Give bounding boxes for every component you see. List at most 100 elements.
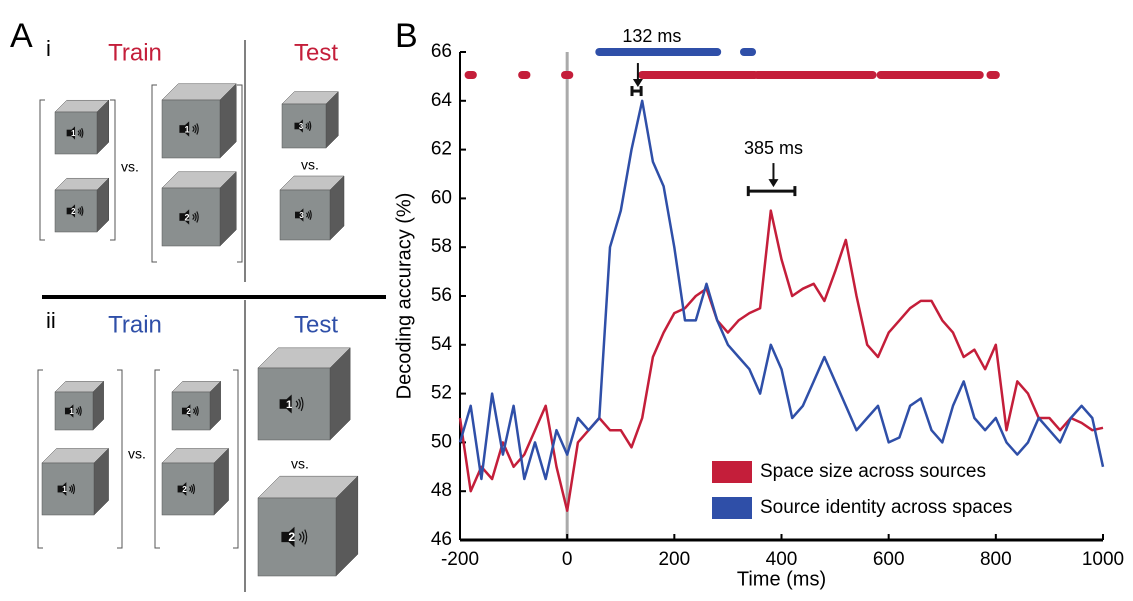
- speaker: [286, 394, 292, 414]
- y-tick-label: 48: [431, 480, 452, 501]
- sound-wave: [192, 214, 195, 220]
- arrow-head: [632, 79, 643, 88]
- cube: 2: [54, 177, 110, 233]
- bracket: [110, 99, 116, 241]
- test-label: Test: [294, 39, 338, 66]
- cube: 2: [161, 447, 230, 516]
- speaker: [181, 407, 188, 415]
- sound-wave: [295, 400, 299, 408]
- vs-label: vs.: [128, 446, 146, 462]
- x-tick-label: 800: [980, 549, 1012, 570]
- legend-label: Space size across sources: [760, 461, 986, 482]
- cube-front: [279, 189, 331, 241]
- legend-swatch: [712, 461, 752, 483]
- speaker: [299, 208, 304, 222]
- speaker-number: 1: [69, 407, 74, 416]
- speaker: [64, 407, 71, 415]
- train-label: Train: [108, 39, 162, 66]
- sound-wave: [70, 485, 74, 493]
- speaker-number: 1: [62, 485, 67, 494]
- x-tick-label: 600: [873, 549, 905, 570]
- speaker: [299, 119, 303, 133]
- sound-wave: [301, 531, 305, 543]
- cube-front: [257, 497, 337, 577]
- speaker: [179, 125, 186, 133]
- speaker-number: 2: [288, 530, 295, 544]
- speaker: [184, 121, 190, 137]
- bracket: [233, 369, 239, 549]
- speaker-number: 1: [71, 129, 76, 138]
- train-label: Train: [108, 311, 162, 338]
- sound-wave: [194, 407, 197, 415]
- sound-wave: [307, 211, 310, 219]
- sound-wave: [69, 486, 72, 492]
- speaker: [182, 482, 187, 496]
- cube: 2: [161, 171, 237, 247]
- sound-wave: [298, 398, 301, 410]
- sound-wave: [196, 123, 199, 135]
- arrow-head: [768, 179, 779, 188]
- cube-front: [54, 111, 98, 155]
- sound-wave: [79, 129, 82, 137]
- sound-wave: [304, 529, 308, 545]
- sound-wave: [305, 123, 308, 129]
- x-tick-label: 200: [658, 549, 690, 570]
- speaker-number: 1: [286, 399, 292, 411]
- y-tick-label: 56: [431, 285, 452, 306]
- cube: 1: [54, 99, 110, 155]
- cube-front: [54, 391, 94, 431]
- cube-front: [161, 99, 221, 159]
- cube-front: [54, 189, 98, 233]
- sound-wave: [77, 407, 80, 415]
- cube: 1: [41, 447, 110, 516]
- bracket: [154, 369, 160, 549]
- speaker-number: 2: [71, 207, 76, 216]
- speaker: [69, 404, 74, 418]
- sound-wave: [77, 208, 80, 214]
- speaker: [184, 209, 190, 225]
- speaker-number: 2: [186, 407, 191, 416]
- y-tick-label: 58: [431, 236, 452, 257]
- vs-label: vs.: [121, 159, 139, 175]
- speaker: [295, 211, 301, 219]
- sound-wave: [72, 483, 76, 495]
- cube: 2: [171, 380, 222, 431]
- y-tick-label: 52: [431, 383, 452, 404]
- speaker: [179, 213, 186, 221]
- sound-wave: [81, 127, 84, 139]
- sound-wave: [298, 533, 302, 541]
- y-tick-label: 50: [431, 431, 452, 452]
- speaker: [294, 122, 300, 130]
- sound-wave: [79, 207, 82, 215]
- speaker: [177, 485, 184, 493]
- sound-wave: [194, 212, 197, 222]
- sound-wave: [196, 405, 199, 417]
- sound-wave: [75, 408, 79, 414]
- cube: 1: [54, 380, 105, 431]
- speaker: [66, 207, 73, 215]
- speaker-number: 3: [299, 122, 304, 131]
- vs-label: vs.: [301, 157, 319, 173]
- sound-wave: [309, 209, 312, 221]
- test-label: Test: [294, 311, 338, 338]
- y-tick-label: 54: [431, 334, 453, 355]
- sound-wave: [77, 130, 80, 136]
- bracket: [237, 84, 243, 263]
- cube: 1: [257, 347, 351, 441]
- x-tick-label: 0: [562, 549, 573, 570]
- x-tick-label: 1000: [1082, 549, 1124, 570]
- speaker: [279, 399, 288, 409]
- series-line: [458, 209, 1104, 512]
- cube: 3: [281, 91, 339, 149]
- speaker-number: 1: [185, 124, 190, 134]
- section-numeral: i: [46, 36, 51, 61]
- cube-front: [41, 462, 95, 516]
- sound-wave: [79, 405, 82, 417]
- cube: 2: [257, 475, 359, 577]
- sound-wave: [192, 483, 196, 495]
- cube: 3: [279, 175, 345, 241]
- cube-front: [161, 187, 221, 247]
- sound-wave: [308, 120, 312, 132]
- cube-front: [281, 103, 327, 149]
